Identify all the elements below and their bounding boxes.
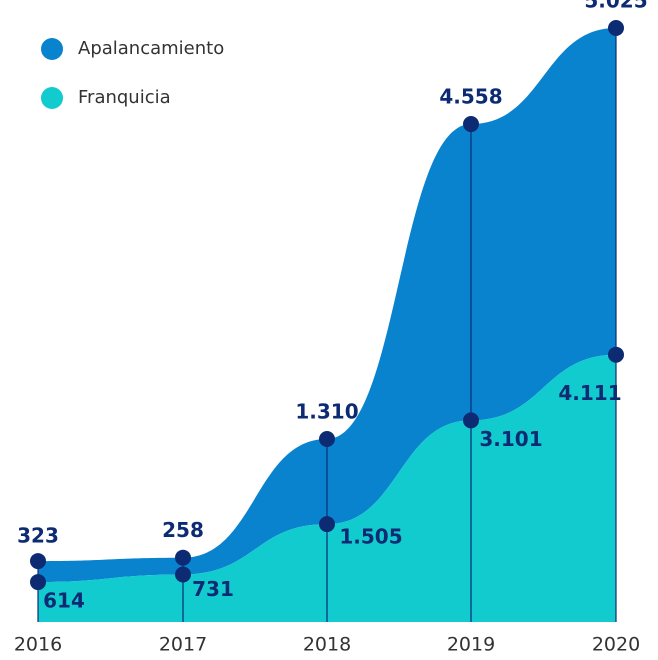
value-label: 1.505 [339, 525, 402, 549]
x-tick-label: 2019 [447, 634, 495, 656]
value-label: 1.310 [295, 399, 358, 423]
marker [608, 346, 624, 363]
value-label: 258 [162, 518, 204, 542]
value-label: 731 [192, 577, 234, 601]
marker [175, 566, 191, 583]
value-label: 3.101 [479, 427, 542, 451]
legend-label: Apalancamiento [78, 38, 224, 59]
value-label: 4.558 [439, 85, 502, 109]
marker [463, 412, 479, 429]
marker [608, 20, 624, 36]
value-label: 4.111 [558, 381, 621, 405]
marker [319, 430, 335, 447]
marker [463, 116, 479, 133]
legend-label: Franquicia [78, 87, 171, 108]
x-tick-label: 2017 [159, 634, 207, 656]
marker [30, 574, 46, 591]
x-tick-label: 2016 [14, 634, 62, 656]
marker [30, 553, 46, 570]
legend-swatch [41, 87, 63, 109]
marker [319, 516, 335, 533]
value-label: 5.025 [584, 0, 647, 13]
marker [175, 549, 191, 566]
legend-swatch [41, 38, 63, 60]
x-tick-label: 2020 [592, 634, 640, 656]
value-label: 323 [17, 524, 59, 548]
x-tick-label: 2018 [303, 634, 351, 656]
value-label: 614 [43, 589, 85, 613]
